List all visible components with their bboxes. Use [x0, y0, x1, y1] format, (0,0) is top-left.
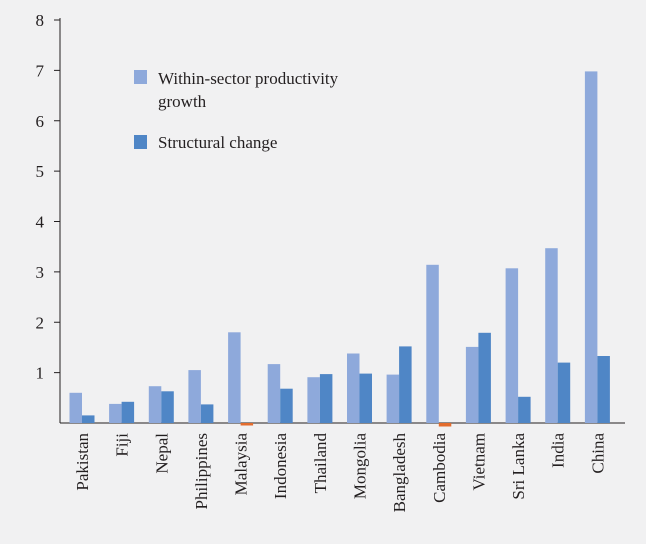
bar-within-sector-fiji [109, 403, 122, 423]
bar-within-sector-sri-lanka [505, 268, 519, 423]
bar-structural-change-malaysia [240, 423, 254, 426]
legend-label-structural-change: Structural change [158, 133, 277, 152]
category-label: Mongolia [351, 433, 370, 500]
bar-within-sector-philippines [188, 370, 201, 423]
y-tick-label: 6 [36, 112, 45, 131]
category-label: Vietnam [469, 433, 488, 491]
bar-within-sector-cambodia [426, 264, 439, 423]
bar-structural-change-indonesia [280, 388, 293, 423]
y-tick-label: 2 [36, 313, 45, 332]
category-label: Fiji [113, 433, 132, 457]
bar-within-sector-pakistan [69, 392, 82, 423]
bar-within-sector-mongolia [347, 353, 360, 423]
category-label: Malaysia [232, 433, 251, 496]
category-label: Cambodia [430, 433, 449, 503]
bar-structural-change-pakistan [82, 415, 95, 423]
bar-within-sector-thailand [307, 377, 320, 423]
category-label: Indonesia [271, 433, 290, 500]
bar-structural-change-india [557, 362, 571, 423]
legend-swatch-structural-change [134, 135, 147, 149]
y-tick-label: 5 [36, 162, 45, 181]
y-ticks: 1 2 3 4 5 6 7 8 [36, 11, 60, 383]
category-label: Sri Lanka [509, 433, 528, 500]
category-label: Philippines [192, 433, 211, 510]
y-tick-label: 7 [36, 61, 45, 80]
legend-swatch-within-sector [134, 70, 147, 84]
bars [69, 71, 610, 427]
bar-within-sector-china [584, 71, 598, 424]
bar-structural-change-fiji [121, 401, 135, 423]
category-label: Bangladesh [390, 433, 409, 513]
bar-within-sector-malaysia [228, 332, 241, 423]
bar-within-sector-india [545, 248, 558, 423]
bar-within-sector-nepal [148, 386, 162, 423]
category-labels: Pakistan Fiji Nepal Philippines Malaysia Indo… [73, 433, 607, 513]
bar-within-sector-indonesia [267, 364, 281, 423]
category-label: China [588, 433, 607, 474]
category-label: Thailand [311, 433, 330, 494]
bar-structural-change-philippines [200, 404, 214, 423]
legend: Within-sector productivity growth Structur… [134, 69, 339, 152]
category-label: Pakistan [73, 433, 92, 491]
y-tick-label: 4 [36, 213, 45, 232]
legend-label-within-sector: growth [158, 92, 207, 111]
bar-structural-change-bangladesh [399, 346, 412, 423]
bar-structural-change-mongolia [359, 373, 372, 423]
legend-label-within-sector: Within-sector productivity [158, 69, 339, 88]
bar-structural-change-cambodia [438, 423, 452, 427]
bar-structural-change-nepal [161, 391, 174, 423]
category-label: India [549, 433, 568, 468]
bar-structural-change-china [597, 356, 610, 423]
bar-within-sector-vietnam [465, 346, 479, 423]
bar-structural-change-thailand [319, 374, 333, 423]
bar-within-sector-bangladesh [386, 374, 400, 423]
bar-structural-change-vietnam [478, 332, 491, 423]
y-tick-label: 1 [36, 364, 45, 383]
y-tick-label: 8 [36, 11, 45, 30]
y-tick-label: 3 [36, 263, 45, 282]
category-label: Nepal [152, 433, 171, 474]
bar-structural-change-sri-lanka [518, 396, 531, 423]
